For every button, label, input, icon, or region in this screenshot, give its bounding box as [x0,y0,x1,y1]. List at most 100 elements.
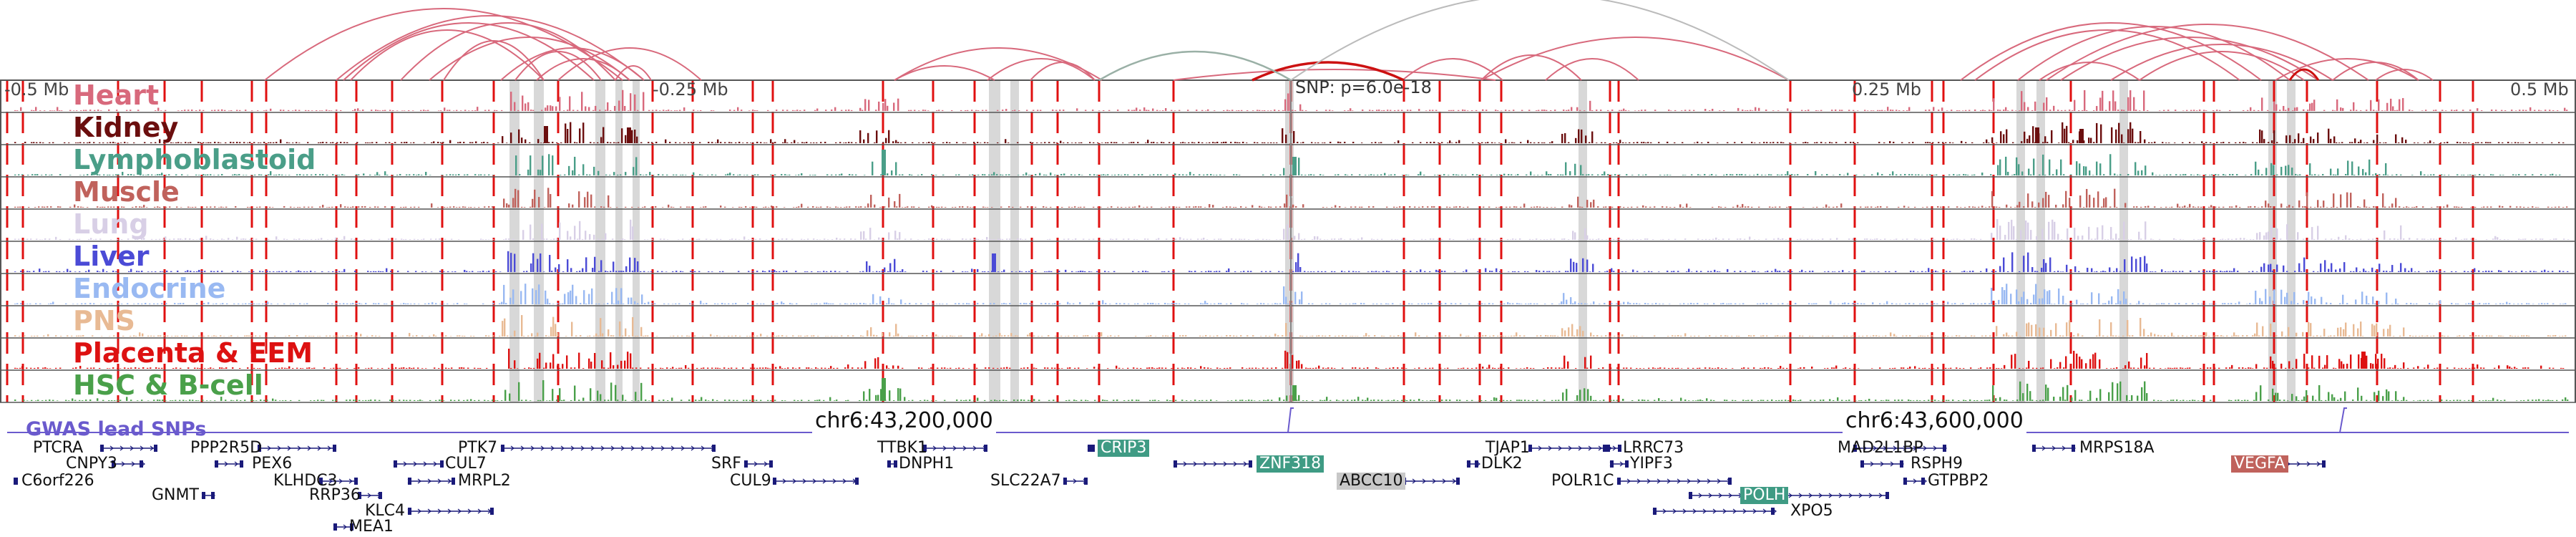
signal-bar [1155,336,1157,337]
signal-bar [616,207,618,208]
signal-bar [1165,335,1167,337]
signal-bar [825,336,827,337]
signal-bar [2152,172,2154,175]
signal-bar [1265,271,1267,272]
signal-bar [1083,335,1085,337]
signal-bar [2112,335,2114,337]
signal-bar [292,142,294,143]
signal-bar [563,110,565,111]
signal-bar [975,110,977,111]
signal-bar [820,142,822,143]
signal-bar [42,142,44,143]
signal-bar [412,110,414,111]
signal-bar [1420,269,1422,272]
signal-bar [523,271,525,272]
signal-bar [1453,110,1455,111]
signal-bar [1063,173,1065,175]
signal-bar [600,206,602,208]
signal-bar [863,139,865,143]
signal-bar [661,271,663,272]
signal-bar [510,336,512,337]
signal-bar [895,324,897,337]
signal-bar [109,368,111,369]
signal-bar [1611,206,1614,208]
signal-bar [1299,104,1302,111]
signal-bar [140,174,142,175]
signal-bar [1742,303,1745,304]
signal-bar [2306,192,2308,208]
signal-bar [1558,271,1561,272]
signal-bar [550,239,552,240]
signal-bar [2049,290,2051,304]
signal-bar [2288,239,2290,240]
signal-bar [750,142,752,143]
signal-bar [548,142,550,143]
signal-bar [1465,336,1468,337]
signal-bar [2348,335,2351,337]
signal-bar [1728,238,1730,240]
signal-bar [200,142,202,143]
signal-bar [1745,110,1747,111]
signal-bar [2110,227,2112,240]
signal-bar [18,174,20,175]
signal-bar [1485,110,1488,111]
signal-bar [2034,206,2036,208]
signal-bar [377,110,379,111]
signal-bar [1890,332,1892,337]
signal-bar [89,110,92,111]
signal-bar [1681,110,1683,111]
signal-bar [2280,166,2283,175]
signal-bar [1397,335,1400,337]
signal-bar [579,221,581,240]
signal-bar [610,352,612,369]
signal-bar [518,129,520,143]
signal-bar [2368,271,2370,272]
signal-bar [887,271,889,272]
signal-bar [2563,238,2565,240]
signal-bar [1709,335,1711,337]
signal-bar [127,367,130,369]
signal-bar [831,335,833,337]
signal-bar [236,110,238,111]
signal-bar [1616,142,1618,143]
signal-bar [189,238,191,240]
signal-bar [2105,197,2107,208]
signal-bar [2451,303,2453,304]
signal-bar [2182,335,2184,337]
signal-bar [270,108,272,111]
signal-bar [2031,267,2034,272]
signal-bar [1712,108,1714,111]
signal-bar [181,335,183,337]
signal-bar [1044,271,1046,272]
signal-bar [784,139,786,143]
signal-bar [107,368,109,369]
signal-bar [1644,238,1646,240]
signal-bar [1613,271,1615,272]
signal-bar [351,335,353,337]
signal-bar [2288,165,2290,175]
signal-bar [1596,238,1598,240]
signal-bar [1229,110,1231,111]
signal-bar [1299,299,1301,304]
signal-bar [1622,142,1624,143]
signal-bar [2197,206,2200,208]
signal-bar [250,303,253,304]
signal-bar [1668,238,1670,240]
signal-bar [1123,238,1125,240]
signal-bar [1345,174,1347,175]
signal-bar [1189,206,1191,208]
signal-bar [795,368,797,369]
signal-bar [559,222,561,240]
signal-bar [1574,232,1576,240]
signal-bar [315,238,317,240]
signal-bar [326,142,328,143]
signal-bar [826,206,829,208]
signal-bar [1212,142,1214,143]
signal-bar [1317,236,1319,240]
signal-bar [1969,271,1971,272]
signal-bar [804,142,806,143]
signal-bar [14,367,16,369]
signal-bar [1497,110,1499,111]
signal-bar [984,174,986,175]
signal-bar [52,142,54,143]
